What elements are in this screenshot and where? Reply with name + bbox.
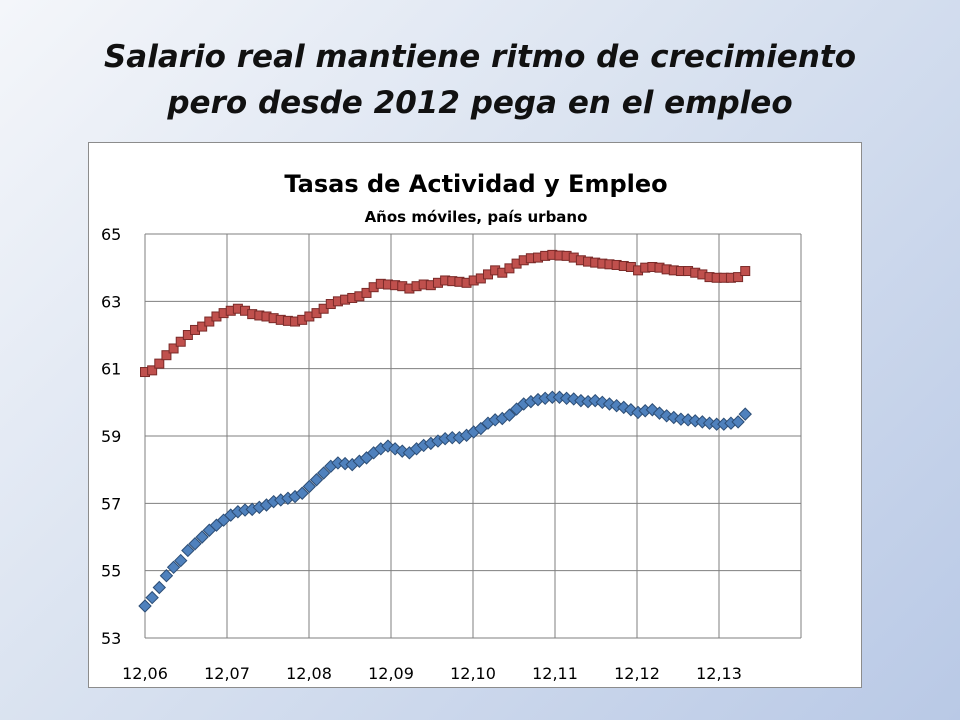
x-tick-label: 12,11: [532, 664, 578, 683]
data-point-diamond: [567, 392, 581, 406]
data-point-square: [197, 321, 208, 332]
data-point-diamond: [502, 408, 517, 422]
y-tick-label: 61: [101, 360, 121, 379]
data-point-square: [175, 336, 186, 347]
slide-title-line2: pero desde 2012 pega en el empleo: [167, 85, 793, 121]
data-point-square: [154, 358, 165, 369]
data-point-diamond: [302, 479, 317, 494]
data-point-diamond: [731, 415, 745, 429]
slide-title: Salario real mantiene ritmo de crecimien…: [0, 34, 960, 126]
data-point-square: [168, 343, 179, 354]
data-point-diamond: [188, 537, 202, 551]
grid: [144, 233, 802, 639]
data-series: [138, 249, 752, 613]
data-point-diamond: [159, 569, 174, 583]
x-tick-label: 12,07: [204, 664, 250, 683]
x-axis-ticks: 12,06 12,07 12,08 12,09 12,10 12,11 12,12 12,13: [122, 664, 742, 683]
y-tick-label: 55: [101, 562, 121, 581]
data-point-square: [361, 287, 372, 298]
chart-subtitle: Años móviles, país urbano: [365, 208, 588, 226]
data-point-diamond: [316, 466, 331, 480]
chart: Tasas de Actividad y Empleo Años móviles…: [101, 170, 802, 683]
data-point-diamond: [145, 590, 159, 605]
chart-frame: Tasas de Actividad y Empleo Años móviles…: [88, 142, 862, 688]
y-tick-label: 53: [101, 629, 121, 648]
series-square: [140, 249, 751, 378]
x-tick-label: 12,13: [696, 664, 742, 683]
y-tick-label: 57: [101, 494, 121, 513]
data-point-square: [733, 272, 744, 283]
x-tick-label: 12,10: [450, 664, 496, 683]
y-tick-label: 65: [101, 225, 121, 244]
data-point-diamond: [181, 543, 195, 558]
data-point-square: [204, 316, 215, 327]
data-point-diamond: [195, 530, 209, 544]
series-diamond: [138, 390, 752, 613]
slide-title-line1: Salario real mantiene ritmo de crecimien…: [103, 39, 857, 75]
y-tick-label: 63: [101, 292, 121, 311]
data-point-square: [182, 330, 193, 340]
data-point-diamond: [738, 407, 752, 421]
data-point-square: [740, 266, 751, 277]
y-tick-label: 59: [101, 427, 121, 446]
x-tick-label: 12,12: [614, 664, 660, 683]
chart-title: Tasas de Actividad y Empleo: [284, 170, 667, 198]
data-point-diamond: [309, 473, 324, 487]
x-tick-label: 12,09: [368, 664, 414, 683]
data-point-diamond: [295, 486, 309, 500]
data-point-square: [147, 365, 158, 376]
data-point-diamond: [174, 553, 188, 568]
data-point-diamond: [138, 599, 152, 613]
y-axis-ticks: 53 55 57 59 61 63 65: [101, 225, 121, 648]
data-point-square: [161, 350, 172, 361]
x-tick-label: 12,06: [122, 664, 168, 683]
data-point-diamond: [152, 580, 166, 595]
x-tick-label: 12,08: [286, 664, 332, 683]
data-point-diamond: [166, 560, 181, 575]
